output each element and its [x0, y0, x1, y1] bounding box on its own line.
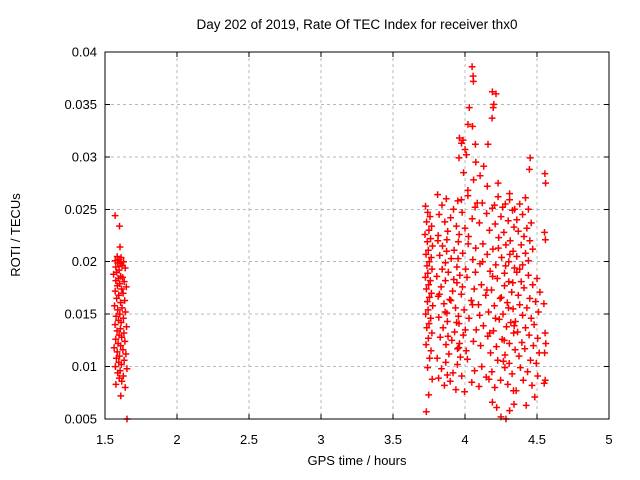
y-axis-label: ROTI / TECUs [8, 193, 23, 277]
y-tick-label: 0.005 [64, 412, 97, 427]
y-tick-label: 0.02 [72, 254, 97, 269]
x-tick-label: 3.5 [384, 432, 402, 447]
x-tick-label: 3 [317, 432, 324, 447]
x-axis-label: GPS time / hours [308, 453, 407, 468]
x-tick-label: 5 [605, 432, 612, 447]
y-tick-label: 0.01 [72, 359, 97, 374]
y-tick-label: 0.015 [64, 307, 97, 322]
gridlines [105, 52, 609, 419]
x-tick-label: 1.5 [96, 432, 114, 447]
plot-border [104, 51, 610, 420]
chart-title: Day 202 of 2019, Rate Of TEC Index for r… [197, 17, 518, 32]
y-tick-label: 0.025 [64, 202, 97, 217]
x-tick-label: 4.5 [528, 432, 546, 447]
y-tick-label: 0.035 [64, 97, 97, 112]
x-tick-label: 2 [173, 432, 180, 447]
y-tick-label: 0.03 [72, 149, 97, 164]
scatter-points [110, 63, 550, 423]
x-tick-label: 2.5 [240, 432, 258, 447]
x-tick-label: 4 [461, 432, 468, 447]
y-tick-label: 0.04 [72, 45, 97, 60]
